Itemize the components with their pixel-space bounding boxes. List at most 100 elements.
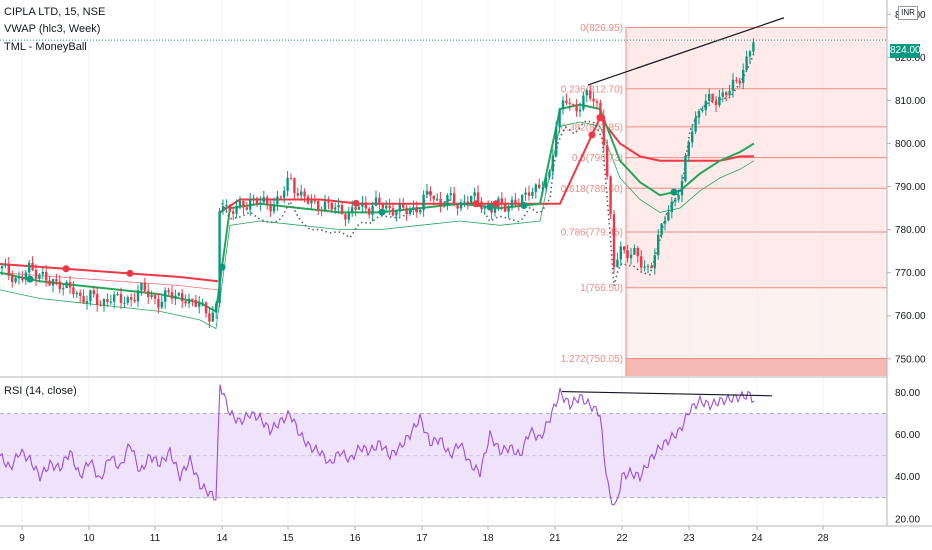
candle-body-106 — [361, 202, 364, 207]
candle-body-120 — [408, 209, 412, 215]
candle-body-7 — [24, 272, 27, 280]
candle-body-36 — [123, 302, 126, 304]
fib-zone-below — [626, 358, 887, 376]
candle-body-141 — [480, 201, 483, 209]
candle-body-64 — [218, 210, 221, 304]
candle-body-85 — [289, 177, 293, 179]
candle-body-51 — [174, 295, 177, 299]
candle-body-125 — [425, 190, 429, 195]
time-tick-label-11: 24 — [751, 533, 763, 544]
candle-body-151 — [514, 199, 517, 204]
candle-body-170 — [578, 109, 582, 112]
candle-body-119 — [405, 207, 408, 215]
candle-body-185 — [629, 254, 633, 259]
candle-body-43 — [147, 290, 150, 298]
candle-body-162 — [551, 155, 554, 172]
time-tick-label-7: 18 — [482, 533, 494, 544]
candle-body-63 — [215, 303, 218, 313]
candle-body-99 — [337, 205, 340, 208]
rsi-pane — [0, 384, 887, 506]
candle-body-18 — [62, 288, 65, 290]
candle-body-137 — [466, 201, 469, 204]
candle-body-122 — [415, 207, 418, 213]
candle-body-47 — [160, 301, 163, 308]
resistance-trendline — [587, 17, 785, 86]
candle-body-34 — [116, 293, 119, 295]
candle-body-183 — [623, 246, 626, 251]
candle-body-77 — [262, 197, 265, 203]
candle-body-199 — [677, 195, 680, 200]
candle-body-197 — [670, 201, 673, 213]
candle-body-83 — [283, 190, 286, 198]
candle-body-14 — [48, 280, 51, 286]
candle-body-203 — [691, 131, 694, 143]
candle-body-29 — [99, 304, 102, 306]
currency-label[interactable]: INR — [898, 6, 918, 20]
time-tick-label-3: 14 — [216, 533, 228, 544]
candle-body-200 — [680, 181, 684, 196]
candle-body-81 — [276, 196, 279, 205]
candle-body-24 — [82, 295, 85, 304]
candle-body-217 — [738, 80, 741, 83]
candle-body-21 — [72, 287, 75, 295]
price-tick-label-7: 760.00 — [895, 311, 926, 322]
candle-body-96 — [327, 201, 330, 203]
candle-body-89 — [303, 191, 306, 197]
candle-body-91 — [310, 200, 313, 204]
candle-body-155 — [527, 192, 531, 196]
candle-body-13 — [45, 271, 48, 281]
fib-label-7: 1.272(750.05) — [561, 354, 623, 365]
candle-body-45 — [153, 294, 157, 299]
candle-body-210 — [714, 101, 718, 106]
time-tick-label-9: 22 — [616, 533, 628, 544]
candle-body-184 — [626, 250, 629, 259]
fib-label-0: 0(826.95) — [580, 23, 623, 34]
candle-body-171 — [582, 95, 585, 110]
candle-body-173 — [589, 90, 592, 99]
candle-body-25 — [85, 301, 89, 304]
fib-label-1: 0.236(812.70) — [561, 84, 623, 95]
candle-body-168 — [572, 103, 575, 105]
candle-body-219 — [745, 56, 748, 71]
candle-body-136 — [463, 201, 466, 203]
candle-body-22 — [75, 292, 78, 295]
fib-label-6: 1(766.50) — [580, 283, 623, 294]
legend-tml[interactable]: TML - MoneyBall — [4, 41, 87, 53]
candle-body-84 — [286, 177, 289, 191]
legend-rsi[interactable]: RSI (14, close) — [4, 385, 77, 397]
candle-body-169 — [575, 104, 578, 112]
candle-body-156 — [531, 191, 534, 196]
candle-body-2 — [7, 263, 10, 275]
candle-body-147 — [500, 198, 503, 204]
candle-body-214 — [728, 90, 731, 96]
time-tick-label-2: 11 — [150, 533, 161, 544]
legend-symbol[interactable]: CIPLA LTD, 15, NSE — [4, 6, 106, 18]
candle-body-6 — [21, 277, 24, 280]
candle-body-126 — [429, 190, 432, 196]
candle-body-113 — [385, 205, 388, 209]
candle-body-82 — [279, 196, 282, 198]
rsi-tick-label-3: 20.00 — [895, 514, 920, 525]
candle-body-38 — [130, 297, 133, 300]
candle-body-117 — [398, 204, 401, 212]
candle-body-145 — [493, 206, 497, 213]
fibonacci-retracement[interactable]: 0(826.95) 0.236(812.70) 0.382(803.85) 0.5(7… — [561, 23, 887, 376]
sell-signal-dot-4 — [492, 200, 500, 208]
candle-body-71 — [242, 201, 245, 208]
candle-body-191 — [650, 266, 653, 269]
candle-body-148 — [504, 203, 507, 212]
candle-body-108 — [368, 208, 371, 215]
sell-signal-dot-2 — [352, 199, 360, 207]
candle-body-182 — [619, 246, 622, 260]
candle-body-216 — [735, 79, 738, 81]
candle-body-95 — [323, 201, 327, 211]
candle-body-88 — [300, 191, 303, 196]
candle-body-97 — [330, 202, 333, 210]
rsi-line — [0, 384, 755, 506]
time-tick-label-12: 28 — [817, 533, 829, 544]
legend-vwap[interactable]: VWAP (hlc3, Week) — [4, 23, 101, 35]
candle-body-110 — [374, 197, 378, 206]
time-tick-label-6: 17 — [416, 533, 428, 544]
time-tick-label-5: 16 — [349, 533, 361, 544]
